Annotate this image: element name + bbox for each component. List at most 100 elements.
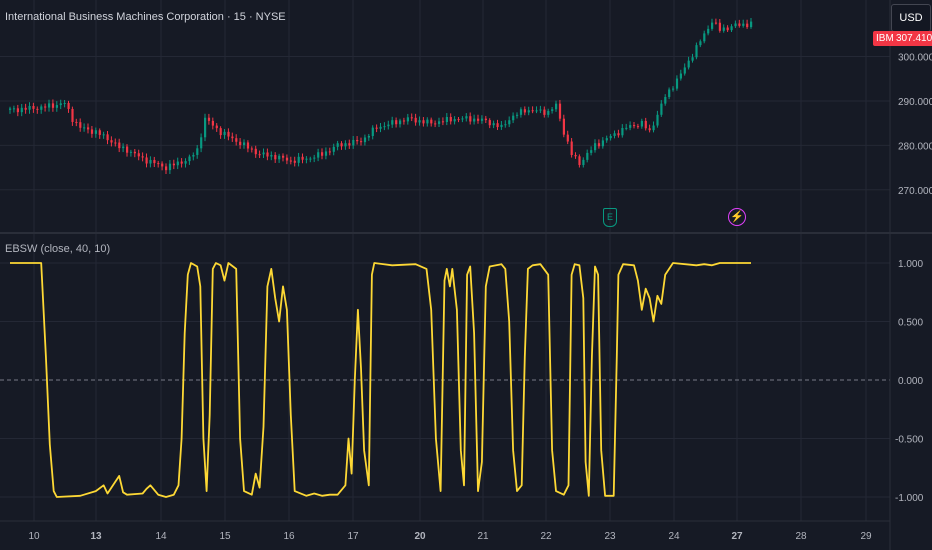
candle-body [617, 133, 620, 136]
candle-body [426, 119, 429, 124]
candle-body [586, 152, 589, 160]
candle-body [110, 140, 113, 143]
candle-body [239, 141, 242, 146]
candle-body [527, 110, 530, 113]
candle-body [344, 143, 347, 147]
candle-body [360, 141, 363, 143]
price-axis: 270.000 280.000 290.000 300.000 [898, 53, 932, 197]
candle-body [434, 123, 437, 125]
candle-body [496, 123, 499, 128]
candle-body [363, 137, 367, 143]
candle-body [36, 108, 39, 110]
candle-body [711, 22, 714, 29]
candle-body [387, 124, 390, 127]
candle-body [336, 143, 339, 147]
candle-body [566, 134, 569, 142]
candle-body [648, 128, 651, 131]
indicator-tick-label: 0.000 [898, 376, 923, 387]
candle-body [734, 23, 737, 27]
time-tick-label: 27 [731, 531, 743, 542]
candle-body [547, 110, 550, 115]
candle-body [289, 160, 292, 162]
candle-body [597, 143, 601, 147]
candle-body [161, 163, 164, 167]
candle-body [714, 22, 718, 24]
candle-body [726, 27, 729, 31]
candle-body [332, 146, 335, 152]
candle-body [652, 125, 655, 131]
candle-body [430, 119, 433, 124]
dividend-marker-icon[interactable]: ⚡ [728, 208, 746, 226]
price-tick-label: 280.000 [898, 141, 932, 152]
candle-body [243, 142, 246, 146]
candle-body [574, 155, 577, 157]
candle-body [551, 109, 554, 111]
candle-body [543, 109, 546, 115]
candle-body [180, 161, 183, 164]
candle-body [223, 131, 226, 136]
candle-body [301, 156, 304, 160]
candle-body [20, 107, 23, 113]
time-tick-label: 13 [90, 531, 102, 542]
currency-button[interactable]: USD [891, 4, 931, 32]
candle-body [348, 143, 351, 146]
candle-body [204, 117, 207, 138]
candle-body [629, 125, 632, 128]
indicator-axis: -1.000 -0.500 0.000 0.500 1.000 [895, 259, 924, 504]
candle-body [441, 121, 445, 123]
candle-body [707, 28, 710, 34]
candle-body [106, 134, 109, 141]
candle-body [254, 148, 257, 155]
indicator-title[interactable]: EBSW (close, 40, 10) [5, 243, 111, 255]
candle-body [188, 156, 191, 162]
candle-body [44, 106, 47, 108]
candle-body [742, 23, 745, 26]
symbol-title: International Business Machines Corporat… [5, 11, 286, 23]
time-tick-label: 10 [28, 531, 40, 542]
candle-body [418, 120, 421, 123]
candle-body [695, 45, 698, 58]
earnings-marker-icon[interactable]: E [603, 208, 617, 227]
candle-body [594, 143, 597, 151]
candle-body [262, 152, 265, 155]
candle-body [414, 117, 417, 123]
candle-body [79, 122, 82, 128]
candle-body [285, 157, 289, 161]
candle-body [633, 125, 636, 127]
candle-body [539, 109, 542, 111]
candle-body [94, 130, 97, 134]
candle-body [207, 117, 211, 121]
candle-body [282, 155, 285, 158]
candle-body [445, 116, 448, 122]
candle-body [266, 152, 269, 157]
candle-body [274, 154, 277, 160]
indicator-tick-label: -1.000 [895, 493, 924, 504]
candle-body [126, 146, 129, 153]
candle-body [687, 60, 690, 68]
candle-body [531, 110, 534, 112]
candle-body [122, 146, 125, 149]
candle-body [83, 127, 86, 129]
candle-body [270, 154, 273, 157]
candle-body [32, 105, 35, 109]
candle-body [683, 67, 686, 74]
indicator-tick-label: 1.000 [898, 259, 923, 270]
candle-body [422, 120, 425, 124]
candle-body [613, 133, 616, 136]
candle-body [679, 73, 682, 79]
candle-body [75, 121, 78, 123]
candle-body [278, 155, 281, 160]
candle-body [562, 118, 565, 135]
candle-body [184, 161, 187, 164]
candle-body [457, 119, 460, 121]
candle-body [730, 26, 733, 31]
candle-body [449, 116, 452, 122]
candle-body [406, 117, 409, 122]
candle-body [718, 22, 721, 31]
candle-body [664, 96, 667, 104]
candle-body [371, 127, 374, 137]
candle-body [703, 33, 706, 42]
candle-body [200, 137, 203, 149]
price-candles [9, 18, 753, 175]
